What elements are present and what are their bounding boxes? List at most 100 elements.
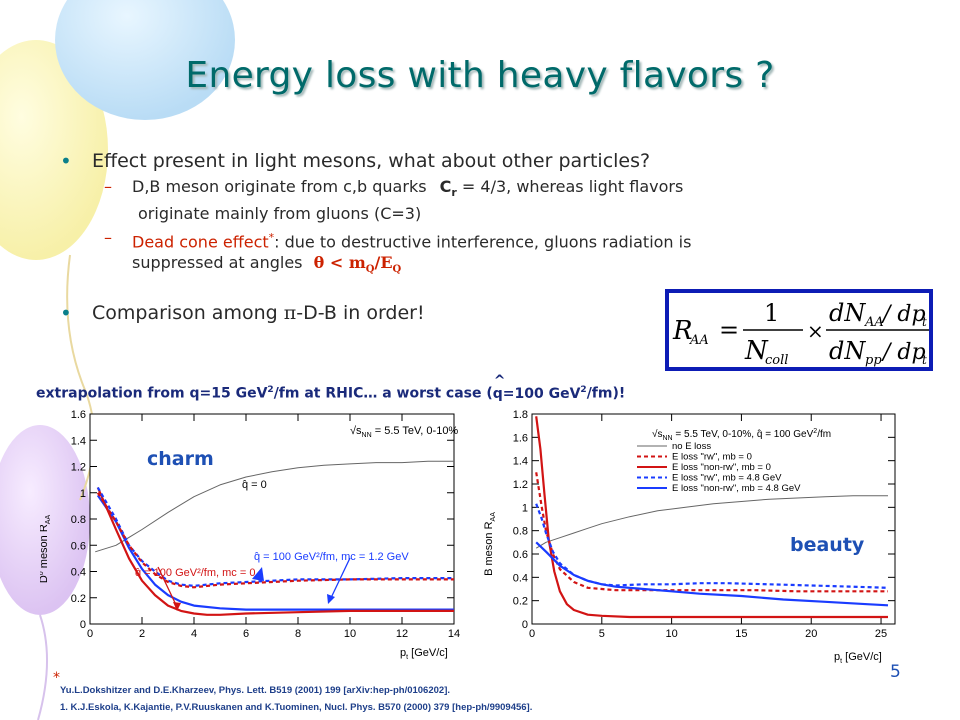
y-tick-label: 0 xyxy=(522,619,528,631)
sub-bullet-text: suppressed at angles xyxy=(132,252,303,272)
color-factor-sub: r xyxy=(451,186,457,200)
color-factor-symbol: C xyxy=(439,177,452,196)
y-tick-label: 0.8 xyxy=(513,526,528,538)
series-group xyxy=(535,416,889,619)
text-group: √sNN = 5.5 TeV, 0-10% D0 meson RAA pt [G… xyxy=(38,425,458,661)
y-tick-label: 0.8 xyxy=(71,514,86,526)
reference-1: Yu.L.Dokshitzer and D.E.Kharzeev, Phys. … xyxy=(60,685,450,696)
page-number: 5 xyxy=(890,662,901,682)
ylabel-sup: 0 xyxy=(40,571,45,575)
footnote-star: * xyxy=(268,231,275,245)
energy-expr: /E xyxy=(374,252,393,272)
legend-entry-label: E loss "non-rw", mb = 4.8 GeV xyxy=(672,483,801,494)
xlabel-main: p xyxy=(400,647,406,659)
extrap-text: /fm at RHIC… a worst case ( xyxy=(273,385,493,402)
y-tick-label: 1.6 xyxy=(513,432,528,444)
header-s: s xyxy=(356,425,362,437)
footnote-star: * xyxy=(53,670,60,686)
dead-cone-label: Dead cone effect xyxy=(132,232,269,252)
formula-equals: = xyxy=(719,316,739,344)
d-meson-plot: 0 2 4 6 8 10 12 14 0 0.2 0.4 0.6 0.8 1 1.2 1.4 1.6 √sNN … xyxy=(38,404,470,670)
series-line-4 xyxy=(535,541,889,607)
b-meson-plot: 0 5 10 15 20 25 0 0.2 0.4 0.6 0.8 1 1.2 1.4 1.6 1.8 √sN… xyxy=(482,404,912,670)
y-tick-label: 0.4 xyxy=(513,572,528,584)
legend-entry-label: E loss "rw", mb = 4.8 GeV xyxy=(672,473,782,484)
x-tick-label: 0 xyxy=(87,628,93,640)
x-axis-label: pt [GeV/c] xyxy=(834,651,882,665)
annotation-arrow xyxy=(329,557,351,601)
hat-symbol: ^ xyxy=(493,372,506,389)
x-tick-label: 4 xyxy=(191,628,197,640)
legend-entry-label: E loss "non-rw", mb = 0 xyxy=(672,462,771,473)
y-tick-label: 1.4 xyxy=(71,435,86,447)
plot-frame-group: 0 5 10 15 20 25 0 0.2 0.4 0.6 0.8 1 1.2 1.4 1.6 1.8 xyxy=(513,409,896,640)
sub-bullet-quarks: – D,B meson originate from c,b quarks Cr… xyxy=(60,177,940,203)
y-tick-label: 1.6 xyxy=(71,409,86,421)
charm-label: charm xyxy=(147,448,214,470)
ylabel-main: D xyxy=(40,575,50,583)
extrap-sup: 2 xyxy=(267,385,274,395)
x-tick-label: 15 xyxy=(735,628,747,640)
arrow-head xyxy=(173,602,181,611)
balloon-blue xyxy=(55,0,235,120)
arrow-head xyxy=(252,567,264,581)
x-tick-label: 5 xyxy=(599,628,605,640)
plot-header: √sNN = 5.5 TeV, 0-10% xyxy=(350,425,458,439)
legend-sup: 2 xyxy=(813,428,817,435)
x-tick-label: 20 xyxy=(805,628,817,640)
bullet-comparison: Comparison among π-D-B in order! xyxy=(60,300,940,326)
xlabel-post: [GeV/c] xyxy=(842,651,882,663)
sub-bullet-text: = 4/3, whereas light flavors xyxy=(461,177,684,196)
extrap-text: q=100 GeV xyxy=(492,385,581,402)
formula-dn: dN xyxy=(829,299,866,327)
x-axis-label: pt [GeV/c] xyxy=(400,647,448,661)
annotation-arrow xyxy=(157,566,178,608)
series-group xyxy=(95,460,454,616)
y-axis-label: D0 meson RAA xyxy=(40,515,52,584)
legend-s: s xyxy=(658,429,663,440)
y-tick-label: 0.4 xyxy=(71,567,86,579)
x-tick-label: 14 xyxy=(448,628,460,640)
y-tick-label: 0.6 xyxy=(71,540,86,552)
annotation-massless: q̂ = 100 GeV²/fm, mc = 0 xyxy=(135,567,255,579)
extrap-sup: 2 xyxy=(580,385,587,395)
ylabel-sub: AA xyxy=(45,515,52,525)
y-axis-label: B meson RAA xyxy=(483,512,497,576)
xlabel-sub: t xyxy=(840,658,842,665)
y-tick-label: 0.2 xyxy=(71,593,86,605)
sub-bullet-dead-cone: – Dead cone effect*: due to destructive … xyxy=(60,228,940,252)
raa-formula: R AA = 1 N coll × dN AA / dp t dN pp / d… xyxy=(665,289,933,371)
y-tick-label: 1.8 xyxy=(513,409,528,421)
y-tick-label: 1 xyxy=(80,488,86,500)
plot-frame-group: 0 2 4 6 8 10 12 14 0 0.2 0.4 0.6 0.8 1 1.2 1.4 1.6 xyxy=(71,409,460,640)
y-tick-label: 1.4 xyxy=(513,456,528,468)
subscript-q: Q xyxy=(365,263,375,275)
arrows-group xyxy=(157,557,351,611)
plot-frame xyxy=(89,413,455,625)
dash-marker: – xyxy=(104,228,112,248)
formula-dp-sub: t xyxy=(922,353,927,367)
raa-formula-panel: R AA = 1 N coll × dN AA / dp t dN pp / d… xyxy=(669,293,929,368)
x-tick-label: 8 xyxy=(295,628,301,640)
bullet-text: -D-B in order! xyxy=(296,301,425,324)
sub-bullet-text: D,B meson originate from c,b quarks xyxy=(132,177,427,196)
bullet-text: Effect present in light mesons, what abo… xyxy=(92,150,651,172)
balloon-purple xyxy=(0,425,90,615)
annotation-charm-mass: q̂ = 100 GeV²/fm, mc = 1.2 GeV xyxy=(254,551,409,563)
extrapolation-note: extrapolation from q=15 GeV2/fm at RHIC…… xyxy=(36,373,625,402)
xlabel-sub: t xyxy=(406,654,408,661)
x-tick-label: 0 xyxy=(529,628,535,640)
xlabel-post: [GeV/c] xyxy=(408,647,448,659)
y-tick-label: 1 xyxy=(522,502,528,514)
header-sub: NN xyxy=(362,432,372,439)
arrow-head xyxy=(327,594,335,604)
reference-2: 1. K.J.Eskola, K.Kajantie, P.V.Ruuskanen… xyxy=(60,702,533,713)
color-factor: Cr xyxy=(439,177,457,200)
header-sqrt: √ xyxy=(350,425,357,437)
series-line-3 xyxy=(96,486,454,587)
legend-sub: NN xyxy=(663,435,673,442)
series-line-1 xyxy=(96,494,454,611)
formula-dp-sub: t xyxy=(922,315,927,329)
sub-bullet-dead-cone-cont: suppressed at angles θ < mQ/EQ xyxy=(60,253,940,280)
